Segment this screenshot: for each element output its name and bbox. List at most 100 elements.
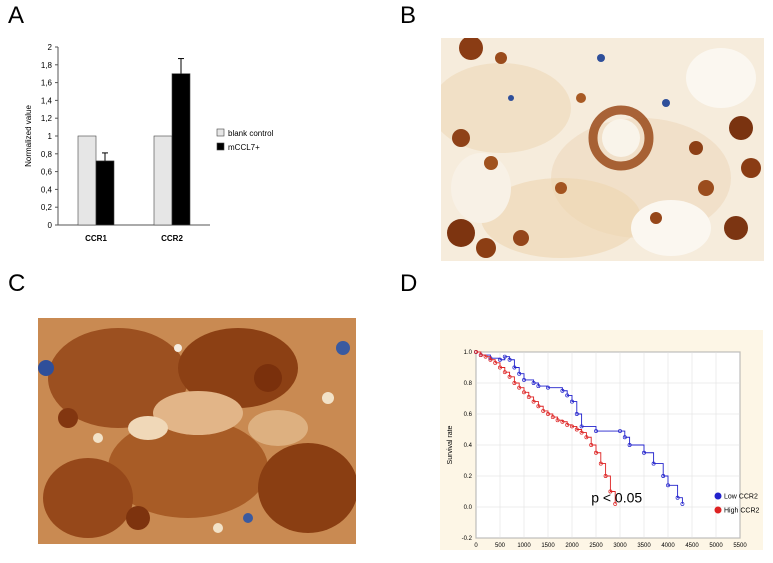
data-point-high-ccr2	[613, 501, 618, 506]
data-point-low-ccr2	[565, 393, 570, 398]
data-point-high-ccr2	[589, 443, 594, 447]
data-point-high-ccr2	[526, 394, 531, 399]
data-point-low-ccr2	[502, 354, 507, 359]
data-point-high-ccr2	[478, 353, 483, 358]
data-point-low-ccr2	[570, 399, 574, 404]
data-point-high-ccr2	[565, 422, 570, 427]
data-point-low-ccr2	[594, 429, 598, 434]
legend-label: mCCL7+	[228, 143, 260, 152]
y-tick-label: 2	[48, 43, 53, 52]
panel-label-d: D	[400, 270, 418, 297]
y-tick-label: 0.0	[464, 505, 473, 511]
y-tick-label: 1.0	[464, 350, 473, 356]
y-tick-label: 0.4	[464, 443, 473, 449]
y-tick-label: 1,6	[41, 79, 53, 88]
x-tick-label: 1000	[517, 543, 531, 549]
data-point-high-ccr2	[483, 354, 488, 359]
legend-marker	[714, 492, 722, 500]
survival-chart-panel: 0 500 1000 1500 2000 2500 3000 3500 4000 4500 5000…	[440, 330, 763, 557]
y-tick-label: 0	[48, 221, 53, 230]
data-point-low-ccr2	[680, 501, 685, 506]
data-point-low-ccr2	[522, 377, 526, 382]
data-point-low-ccr2	[675, 495, 680, 500]
data-point-low-ccr2	[536, 384, 541, 389]
data-point-high-ccr2	[570, 424, 574, 429]
x-tick-label: 3000	[613, 543, 627, 549]
data-point-low-ccr2	[642, 450, 646, 455]
micrograph-b	[441, 38, 764, 261]
y-tick-label: 0,2	[41, 203, 53, 212]
data-point-high-ccr2	[493, 360, 498, 365]
data-point-high-ccr2	[488, 357, 493, 362]
data-point-high-ccr2	[512, 381, 517, 385]
data-point-low-ccr2	[517, 371, 522, 376]
x-tick-label: 4000	[661, 543, 675, 549]
data-point-high-ccr2	[584, 435, 589, 440]
data-point-high-ccr2	[546, 412, 550, 416]
x-tick-label: 2500	[589, 543, 603, 549]
panel-label-b: B	[400, 2, 417, 29]
data-point-high-ccr2	[507, 374, 512, 379]
y-tick-label: 1	[48, 132, 53, 141]
legend-label: Low CCR2	[724, 494, 758, 501]
x-tick-label: 3500	[637, 543, 651, 549]
data-point-low-ccr2	[579, 424, 584, 429]
data-point-high-ccr2	[536, 404, 541, 409]
legend-swatch	[216, 128, 225, 137]
y-tick-label: 0,6	[41, 168, 53, 177]
micrograph-c-image	[38, 318, 356, 544]
x-tick-label: CCR1	[85, 234, 107, 243]
data-point-high-ccr2	[555, 418, 560, 423]
data-point-high-ccr2	[541, 408, 546, 413]
bar-mccl7-	[171, 73, 191, 226]
survival-curve-low-ccr2	[476, 351, 683, 504]
legend-swatch	[216, 142, 225, 151]
y-tick-label: 1,4	[41, 96, 53, 105]
data-point-high-ccr2	[594, 450, 598, 455]
bar-mccl7-	[95, 160, 115, 226]
p-value-annotation: p < 0.05	[591, 489, 642, 505]
panel-label-c: C	[8, 270, 26, 297]
panel-label-a: A	[8, 2, 25, 29]
x-tick-label: 4500	[685, 543, 699, 549]
x-tick-label: 5500	[733, 543, 747, 549]
y-tick-label: 0.8	[464, 381, 473, 387]
y-tick-label: 0,4	[41, 185, 53, 194]
data-point-low-ccr2	[574, 412, 579, 416]
data-point-low-ccr2	[560, 388, 565, 393]
data-point-low-ccr2	[618, 429, 622, 434]
data-point-high-ccr2	[531, 399, 536, 404]
data-point-low-ccr2	[651, 461, 656, 466]
y-tick-label: 0,8	[41, 150, 53, 159]
data-point-high-ccr2	[474, 350, 478, 354]
data-point-low-ccr2	[512, 365, 517, 370]
y-tick-label: 0.2	[464, 474, 473, 480]
data-point-high-ccr2	[498, 365, 502, 370]
data-point-low-ccr2	[507, 357, 512, 362]
data-point-high-ccr2	[574, 427, 579, 432]
data-point-high-ccr2	[550, 415, 555, 420]
y-tick-label: -0.2	[462, 536, 473, 542]
legend-label: High CCR2	[724, 508, 760, 515]
data-point-low-ccr2	[531, 381, 536, 385]
x-tick-label: 2000	[565, 543, 579, 549]
y-tick-label: 1,2	[41, 114, 53, 123]
data-point-high-ccr2	[517, 385, 522, 390]
data-point-high-ccr2	[502, 370, 507, 375]
legend-marker	[714, 506, 722, 514]
bar-blank-control	[77, 135, 97, 226]
y-axis-label: Normalized value	[24, 105, 33, 167]
data-point-high-ccr2	[608, 489, 613, 494]
data-point-low-ccr2	[498, 357, 502, 362]
data-point-high-ccr2	[522, 390, 526, 395]
data-point-high-ccr2	[579, 430, 584, 435]
micrograph-c	[38, 318, 356, 544]
bar-blank-control	[153, 135, 173, 226]
x-tick-label: CCR2	[161, 234, 183, 243]
micrograph-b-image	[441, 38, 764, 261]
data-point-high-ccr2	[598, 461, 603, 466]
data-point-low-ccr2	[666, 483, 670, 488]
data-point-low-ccr2	[661, 474, 666, 478]
data-point-low-ccr2	[546, 385, 550, 390]
x-tick-label: 5000	[709, 543, 723, 549]
